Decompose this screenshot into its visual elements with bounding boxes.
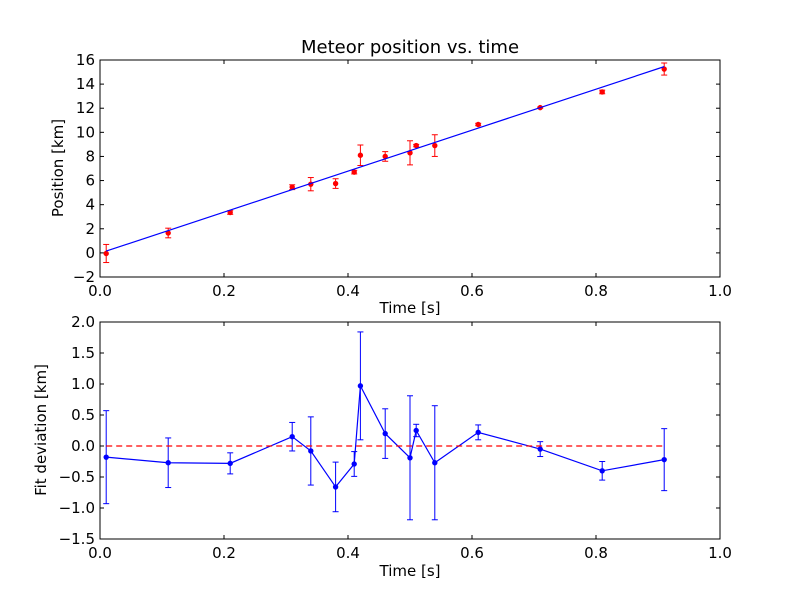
y-tick-label: 0.0 <box>71 437 95 455</box>
data-point <box>407 455 413 461</box>
data-point <box>599 468 605 474</box>
data-point <box>289 434 295 440</box>
data-point <box>475 429 481 436</box>
data-point <box>332 484 339 490</box>
y-tick-label: −0.5 <box>59 468 95 486</box>
x-tick-label: 0.6 <box>460 544 484 562</box>
data-point <box>599 89 605 95</box>
y-axis-label: Position [km] <box>49 119 67 217</box>
x-tick-label: 0.0 <box>88 544 112 562</box>
position-plot: Meteor position vs. time Time [s] Positi… <box>49 37 732 317</box>
data-point <box>103 250 109 257</box>
deviation-line <box>106 383 665 488</box>
x-tick-label: 0.4 <box>336 282 360 300</box>
x-axis-label: Time [s] <box>379 299 441 317</box>
x-tick-label: 0.2 <box>212 544 236 562</box>
data-point <box>357 152 364 158</box>
y-tick-label: 6 <box>85 172 95 190</box>
y-tick-label: 1.5 <box>71 344 95 362</box>
data-point <box>413 142 419 149</box>
data-point <box>537 446 543 452</box>
data-point <box>351 169 357 175</box>
y-tick-label: −1.5 <box>59 530 95 548</box>
data-point <box>351 461 357 467</box>
y-tick-label: 8 <box>85 147 95 165</box>
data-point <box>413 427 419 434</box>
x-tick-label: 0.4 <box>336 544 360 562</box>
y-tick-label: −1.0 <box>59 499 95 517</box>
data-point <box>103 454 109 460</box>
data-point <box>432 142 438 149</box>
data-point <box>227 460 233 467</box>
chart-title: Meteor position vs. time <box>301 37 519 58</box>
y-axis-label: Fit deviation [km] <box>32 364 50 496</box>
data-point <box>332 180 339 187</box>
y-tick-label: 4 <box>85 196 95 214</box>
y-tick-label: −2 <box>73 268 95 286</box>
x-tick-label: 0.8 <box>584 544 608 562</box>
y-tick-label: 1.0 <box>71 375 95 393</box>
data-point <box>475 121 481 128</box>
data-point <box>357 383 364 389</box>
y-tick-label: 2 <box>85 220 95 238</box>
data-point <box>432 460 438 466</box>
data-point <box>165 460 171 466</box>
plot-frame <box>99 59 721 278</box>
data-point <box>382 430 388 437</box>
data-point <box>661 456 667 463</box>
y-tick-label: 16 <box>76 51 95 69</box>
x-tick-label: 1.0 <box>708 282 732 300</box>
x-tick-label: 0.8 <box>584 282 608 300</box>
y-tick-label: 10 <box>76 123 95 141</box>
y-tick-label: 12 <box>76 99 95 117</box>
data-point <box>308 448 314 454</box>
x-tick-label: 0.0 <box>88 282 112 300</box>
y-tick-label: 2.0 <box>71 313 95 331</box>
y-tick-label: 0.5 <box>71 406 95 424</box>
x-tick-label: 0.2 <box>212 282 236 300</box>
x-axis-label: Time [s] <box>379 562 441 580</box>
x-tick-label: 0.6 <box>460 282 484 300</box>
y-tick-label: 0 <box>85 244 95 262</box>
linear-fit-line <box>106 66 665 252</box>
plot-frame <box>99 321 721 540</box>
x-tick-label: 1.0 <box>708 544 732 562</box>
y-tick-label: 14 <box>76 75 95 93</box>
deviation-plot: Time [s] Fit deviation [km] 0.0 0.2 0.4 0.6… <box>32 313 732 580</box>
